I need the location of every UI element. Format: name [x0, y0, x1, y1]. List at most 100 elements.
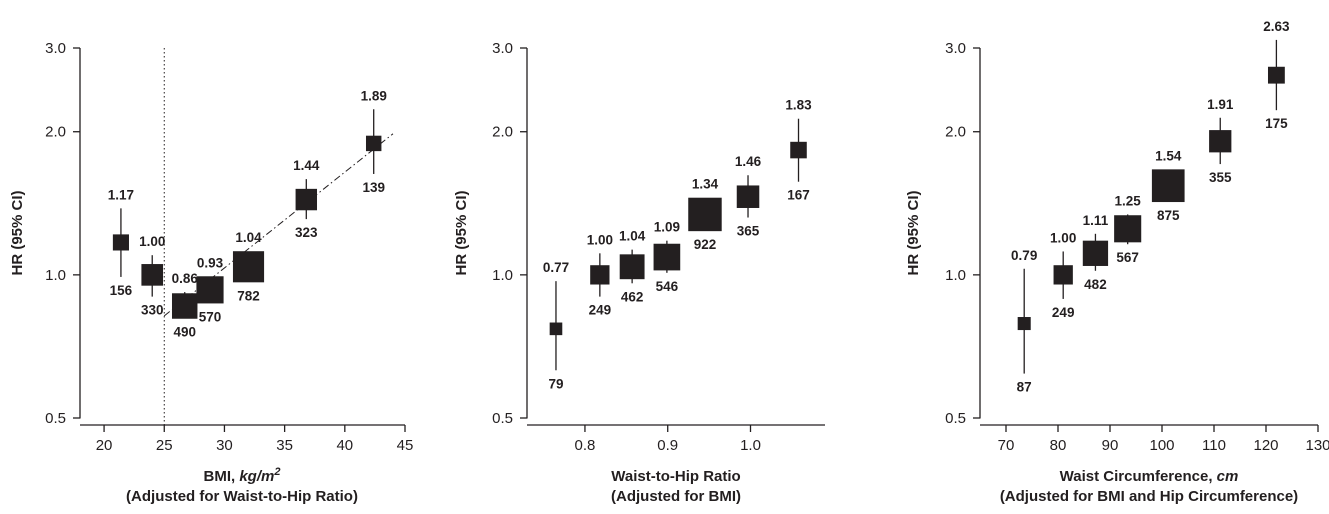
x-axis-title-main: BMI, — [204, 468, 240, 485]
y-tick-label: 1.0 — [945, 267, 966, 284]
n-count-label: 546 — [656, 279, 679, 294]
x-axis-subtitle: (Adjusted for BMI and Hip Circumference) — [1000, 488, 1298, 505]
hr-marker — [365, 135, 382, 152]
y-axis-title: HR (95% CI) — [905, 190, 922, 275]
hr-marker — [1053, 265, 1073, 285]
y-tick-label: 3.0 — [45, 40, 66, 57]
y-tick-label: 0.5 — [492, 410, 513, 427]
x-tick-label: 80 — [1050, 437, 1067, 454]
hr-value-label: 1.00 — [587, 232, 613, 247]
hr-value-label: 2.63 — [1263, 19, 1290, 34]
hr-value-label: 1.00 — [1050, 230, 1076, 245]
hr-value-label: 1.91 — [1207, 97, 1234, 112]
hr-marker — [232, 251, 265, 283]
hr-marker — [1017, 317, 1031, 331]
x-tick-label: 100 — [1149, 437, 1174, 454]
panel-3: 0.5 1.0 2.0 3.0 70 80 90 100 110 120 130 HR (95% CI… — [905, 19, 1329, 505]
n-count-label: 462 — [621, 289, 644, 304]
hr-marker — [1267, 66, 1285, 84]
y-tick-label: 2.0 — [492, 124, 513, 141]
hr-marker — [653, 243, 681, 271]
hr-marker — [1114, 215, 1142, 243]
n-count-label: 355 — [1209, 170, 1232, 185]
hr-value-label: 1.25 — [1115, 193, 1142, 208]
x-axis-title-unit: kg/m — [239, 468, 274, 485]
x-tick-label: 20 — [96, 437, 113, 454]
x-axis-title: Waist Circumference, cm — [1060, 468, 1239, 485]
hr-value-label: 1.17 — [108, 187, 134, 202]
y-axis-title: HR (95% CI) — [9, 190, 26, 275]
n-count-label: 249 — [1052, 305, 1075, 320]
y-tick-label: 3.0 — [945, 40, 966, 57]
hr-marker — [790, 141, 807, 159]
hr-value-label: 1.44 — [293, 158, 320, 173]
n-count-label: 330 — [141, 303, 164, 318]
hr-marker — [112, 234, 129, 251]
y-tick-label: 1.0 — [492, 267, 513, 284]
y-tick-label: 2.0 — [945, 124, 966, 141]
hr-value-label: 0.93 — [197, 255, 224, 270]
hr-value-label: 1.46 — [735, 154, 762, 169]
hr-value-label: 0.79 — [1011, 248, 1037, 263]
x-tick-label: 30 — [216, 437, 233, 454]
n-count-label: 922 — [694, 237, 717, 252]
y-tick-label: 0.5 — [45, 410, 66, 427]
hr-value-label: 1.83 — [785, 98, 812, 113]
x-tick-label: 40 — [336, 437, 353, 454]
x-tick-label: 25 — [156, 437, 173, 454]
x-tick-label: 0.8 — [575, 437, 596, 454]
x-axis-title: BMI, kg/m2 — [204, 466, 281, 485]
hr-marker — [1151, 169, 1185, 203]
x-axis-subtitle: (Adjusted for Waist-to-Hip Ratio) — [126, 488, 358, 505]
n-count-label: 79 — [548, 376, 563, 391]
hr-marker — [295, 188, 318, 211]
hr-value-label: 0.86 — [172, 271, 199, 286]
n-count-label: 782 — [237, 288, 260, 303]
x-axis-title-main: Waist-to-Hip Ratio — [611, 468, 740, 485]
hr-marker — [590, 265, 610, 285]
n-count-label: 490 — [173, 325, 196, 340]
n-count-label: 570 — [199, 309, 222, 324]
hr-value-label: 1.09 — [654, 220, 680, 235]
x-tick-label: 120 — [1253, 437, 1278, 454]
hr-value-label: 1.89 — [361, 88, 387, 103]
x-axis-subtitle: (Adjusted for BMI) — [611, 488, 741, 505]
hr-value-label: 1.54 — [1155, 148, 1182, 163]
y-tick-label: 0.5 — [945, 410, 966, 427]
x-tick-label: 0.9 — [657, 437, 678, 454]
x-tick-label: 1.0 — [740, 437, 761, 454]
n-count-label: 249 — [589, 303, 612, 318]
x-tick-label: 35 — [276, 437, 293, 454]
hr-marker — [1082, 240, 1109, 266]
hr-marker — [1209, 130, 1232, 153]
hr-value-label: 1.11 — [1083, 213, 1109, 228]
x-tick-label: 130 — [1305, 437, 1329, 454]
hr-marker — [141, 264, 164, 286]
hr-marker — [688, 197, 722, 232]
hr-value-label: 1.04 — [619, 229, 646, 244]
hr-marker — [171, 293, 198, 319]
panel-1: 0.5 1.0 2.0 3.0 20 25 30 35 40 45 HR (95% CI) BMI, … — [9, 40, 413, 505]
n-count-label: 139 — [362, 180, 385, 195]
hr-value-label: 1.04 — [235, 230, 262, 245]
x-axis-title: Waist-to-Hip Ratio — [611, 468, 740, 485]
x-tick-label: 110 — [1202, 437, 1226, 454]
hr-value-label: 1.00 — [139, 234, 165, 249]
hr-marker — [196, 276, 224, 304]
y-axis-title: HR (95% CI) — [453, 190, 470, 275]
hr-value-label: 0.77 — [543, 260, 569, 275]
x-tick-label: 45 — [397, 437, 414, 454]
n-count-label: 167 — [787, 188, 810, 203]
hr-marker — [549, 322, 563, 336]
n-count-label: 482 — [1084, 277, 1107, 292]
x-tick-label: 70 — [998, 437, 1015, 454]
y-tick-label: 3.0 — [492, 40, 513, 57]
y-tick-label: 1.0 — [45, 267, 66, 284]
n-count-label: 365 — [737, 224, 760, 239]
x-tick-label: 90 — [1102, 437, 1119, 454]
hr-marker — [736, 185, 760, 208]
x-axis-title-main: Waist Circumference, — [1060, 468, 1217, 485]
n-count-label: 87 — [1017, 380, 1032, 395]
n-count-label: 175 — [1265, 116, 1288, 131]
